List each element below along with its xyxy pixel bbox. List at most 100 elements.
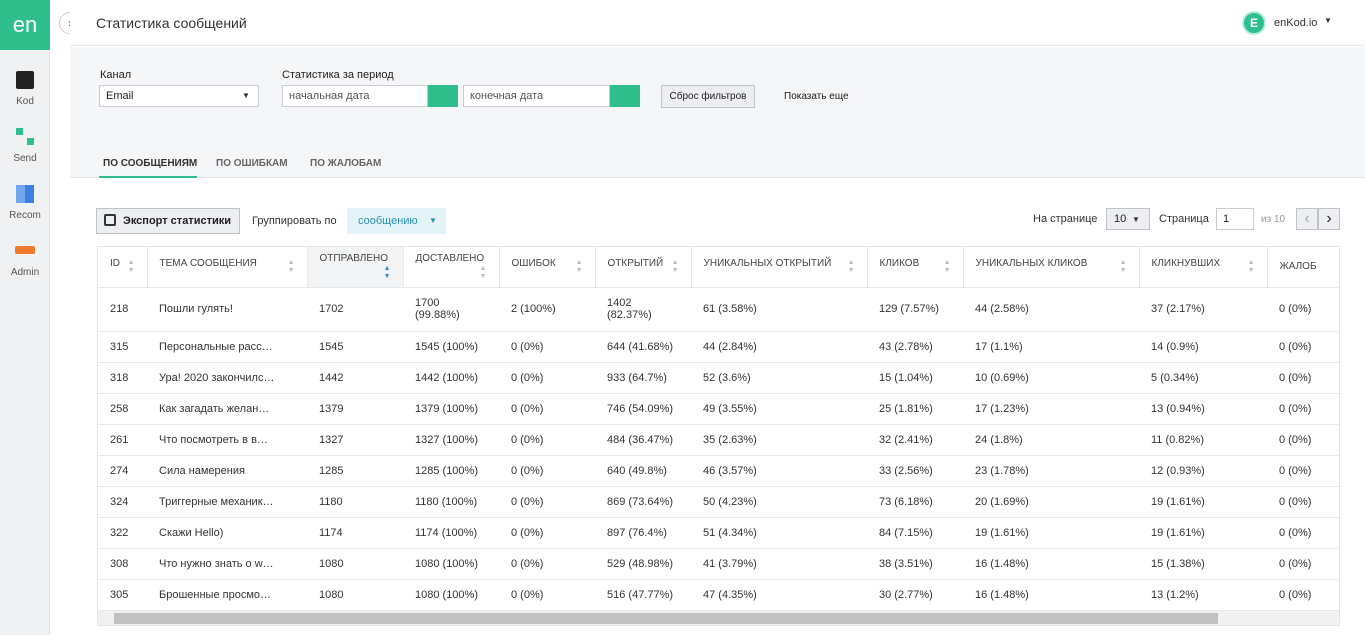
table-cell: Пошли гулять! xyxy=(147,287,307,332)
table-row[interactable]: 305 Брошенные просмо… 1080 1080 (100%) 0 (0%… xyxy=(98,579,1339,611)
column-header[interactable]: ДОСТАВЛЕНО ▲ ▼ xyxy=(403,247,500,288)
table-cell: 129 (7.57%) xyxy=(867,287,963,332)
sort-icon[interactable]: ▲ ▼ xyxy=(287,259,295,275)
table-row[interactable]: 308 Что нужно знать о w… 1080 1080 (100%) 0 … xyxy=(98,548,1339,580)
scrollbar-thumb[interactable] xyxy=(114,613,1218,624)
column-header[interactable]: КЛИКНУВШИХ ▲ ▼ xyxy=(1139,247,1268,288)
table-cell: 44 (2.84%) xyxy=(691,331,867,363)
calendar-button[interactable] xyxy=(610,85,640,107)
nav-item[interactable]: Send xyxy=(13,153,37,164)
table-cell: Сила намерения xyxy=(147,455,307,487)
table-cell: 10 (0.69%) xyxy=(963,362,1139,394)
logo[interactable]: en xyxy=(0,0,50,50)
tab[interactable]: ПО ЖАЛОБАМ xyxy=(310,158,382,169)
header-row: ID ▲ ▼ ТЕМА СООБЩЕНИЯ ▲ ▼ ОТПРАВЛЕНО ▲ ▼ ДОСТАВЛЕ… xyxy=(98,247,1339,288)
column-header[interactable]: ОТПРАВЛЕНО ▲ ▼ xyxy=(307,247,404,288)
table-cell: 1180 xyxy=(307,486,403,518)
sort-icon[interactable]: ▲ ▼ xyxy=(1247,259,1255,275)
sort-icon[interactable]: ▲ ▼ xyxy=(847,259,855,275)
sort-icon[interactable]: ▲ ▼ xyxy=(1119,259,1127,275)
table-cell: 43 (2.78%) xyxy=(867,331,963,363)
start-date[interactable]: начальная дата xyxy=(282,85,428,107)
table-row[interactable]: 318 Ура! 2020 закончилс… 1442 1442 (100%) 0 … xyxy=(98,362,1339,394)
column-header[interactable]: КЛИКОВ ▲ ▼ xyxy=(867,247,964,288)
end-date[interactable]: конечная дата xyxy=(463,85,610,107)
table-cell: 0 (0%) xyxy=(1267,331,1339,363)
column-header[interactable]: ОТКРЫТИЙ ▲ ▼ xyxy=(595,247,692,288)
table-cell: 37 (2.17%) xyxy=(1139,287,1267,332)
label: Группировать по xyxy=(252,215,337,227)
table-cell: 11 (0.82%) xyxy=(1139,424,1267,456)
icon xyxy=(16,128,23,135)
tab[interactable]: ПО ОШИБКАМ xyxy=(216,158,288,169)
table-row[interactable]: 322 Скажи Hello) 1174 1174 (100%) 0 (0%) 897 … xyxy=(98,517,1339,549)
table-row[interactable]: 258 Как загадать желан… 1379 1379 (100%) 0 (… xyxy=(98,393,1339,425)
user-menu[interactable]: enKod.io xyxy=(1274,17,1318,29)
table-cell: 0 (0%) xyxy=(1267,486,1339,518)
sort-icon[interactable]: ▲ ▼ xyxy=(671,259,679,275)
reset-button[interactable]: Сброс фильтров xyxy=(661,85,755,108)
table-cell: 32 (2.41%) xyxy=(867,424,963,456)
next-page[interactable]: › xyxy=(1318,208,1340,230)
table-row[interactable]: 218 Пошли гулять! 1702 1700 (99.88%) 2 (100%… xyxy=(98,287,1339,332)
column-header[interactable]: ОШИБОК ▲ ▼ xyxy=(499,247,596,288)
table-cell: 15 (1.38%) xyxy=(1139,548,1267,580)
nav-item[interactable]: Admin xyxy=(10,267,40,278)
column-header[interactable]: ЖАЛОБ xyxy=(1267,247,1339,288)
sort-icon[interactable]: ▲ ▼ xyxy=(383,264,391,280)
table-row[interactable]: 261 Что посмотреть в в… 1327 1327 (100%) 0 (… xyxy=(98,424,1339,456)
nav-item[interactable]: Recom xyxy=(9,210,41,221)
calendar-button[interactable] xyxy=(428,85,458,107)
avatar[interactable]: E xyxy=(1242,11,1266,35)
table-cell: 1327 xyxy=(307,424,403,456)
export-button[interactable]: Экспорт статистики xyxy=(96,208,240,234)
group-select[interactable]: сообщению xyxy=(347,208,446,234)
label: Статистика за период xyxy=(282,69,394,81)
table-cell: 1285 xyxy=(307,455,403,487)
table-cell: Персональные расс… xyxy=(147,331,307,363)
table-row[interactable]: 315 Персональные расс… 1545 1545 (100%) 0 (0… xyxy=(98,331,1339,363)
column-header[interactable]: ТЕМА СООБЩЕНИЯ ▲ ▼ xyxy=(147,247,308,288)
table-cell: 52 (3.6%) xyxy=(691,362,867,394)
table-cell: 13 (1.2%) xyxy=(1139,579,1267,611)
table-cell: 258 xyxy=(98,393,147,425)
table-cell: 0 (0%) xyxy=(499,331,595,363)
table-cell: 1080 (100%) xyxy=(403,548,499,580)
channel-select[interactable]: Email xyxy=(99,85,259,107)
table-cell: 933 (64.7%) xyxy=(595,362,691,394)
page-title: Статистика сообщений xyxy=(96,15,247,31)
nav-item[interactable]: Kod xyxy=(16,96,34,107)
table-cell: 0 (0%) xyxy=(499,455,595,487)
per-page-select[interactable]: 10 xyxy=(1106,208,1150,230)
table-row[interactable]: 324 Триггерные механик… 1180 1180 (100%) 0 (… xyxy=(98,486,1339,518)
dropdown-arrow: ▼ xyxy=(1132,215,1140,224)
column-header[interactable]: ID ▲ ▼ xyxy=(98,247,148,288)
table-row[interactable]: 274 Сила намерения 1285 1285 (100%) 0 (0%) 64… xyxy=(98,455,1339,487)
table-cell: 30 (2.77%) xyxy=(867,579,963,611)
table-cell: Триггерные механик… xyxy=(147,486,307,518)
table-cell: 0 (0%) xyxy=(1267,455,1339,487)
tab[interactable]: ПО СООБЩЕНИЯМ xyxy=(103,158,198,169)
table-cell: 12 (0.93%) xyxy=(1139,455,1267,487)
table-cell: 318 xyxy=(98,362,147,394)
column-header[interactable]: УНИКАЛЬНЫХ КЛИКОВ ▲ ▼ xyxy=(963,247,1140,288)
sort-icon[interactable]: ▲ ▼ xyxy=(575,259,583,275)
table-cell: 0 (0%) xyxy=(499,517,595,549)
column-header[interactable]: УНИКАЛЬНЫХ ОТКРЫТИЙ ▲ ▼ xyxy=(691,247,868,288)
table-cell: 1080 xyxy=(307,579,403,611)
table-cell: 324 xyxy=(98,486,147,518)
prev-page[interactable]: ‹ xyxy=(1296,208,1318,230)
table-cell: 23 (1.78%) xyxy=(963,455,1139,487)
show-more[interactable]: Показать еще xyxy=(784,91,849,102)
table-cell: 49 (3.55%) xyxy=(691,393,867,425)
table-cell: 1174 (100%) xyxy=(403,517,499,549)
table-cell: 51 (4.34%) xyxy=(691,517,867,549)
table-cell: 20 (1.69%) xyxy=(963,486,1139,518)
sort-icon[interactable]: ▲ ▼ xyxy=(479,264,487,280)
tab-underline xyxy=(99,176,197,178)
table-cell: 0 (0%) xyxy=(499,393,595,425)
sort-icon[interactable]: ▲ ▼ xyxy=(127,259,135,275)
page-input[interactable]: 1 xyxy=(1216,208,1254,230)
sort-icon[interactable]: ▲ ▼ xyxy=(943,259,951,275)
table-cell: 46 (3.57%) xyxy=(691,455,867,487)
